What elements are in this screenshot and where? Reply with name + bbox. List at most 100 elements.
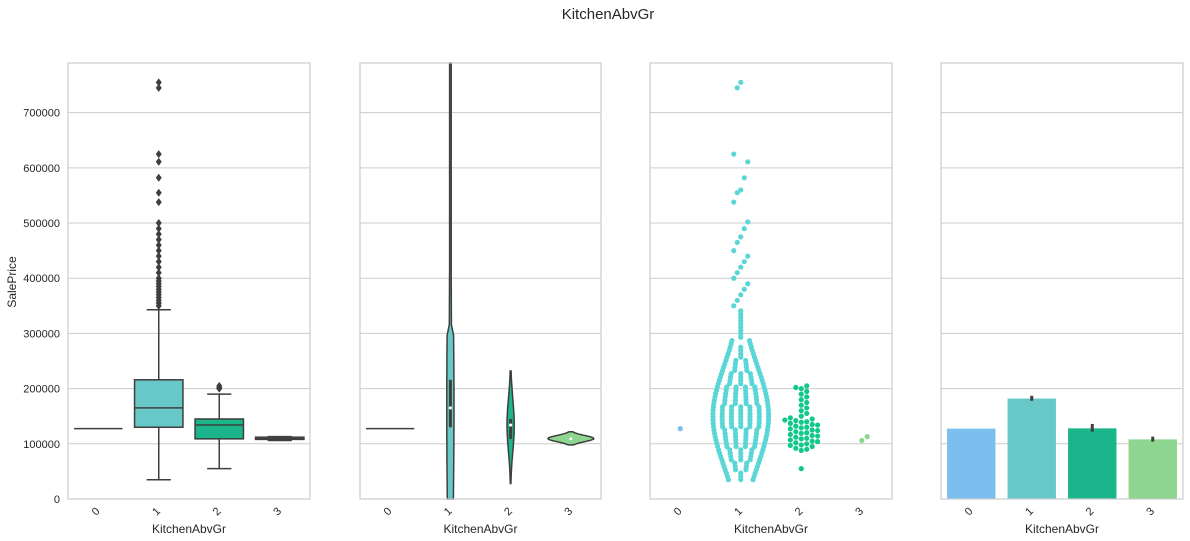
- swarm-point: [733, 384, 739, 390]
- swarm-point: [745, 281, 751, 287]
- swarm-point: [793, 418, 799, 424]
- swarm-point: [738, 404, 744, 410]
- swarm-point: [731, 303, 737, 309]
- swarm-point: [747, 371, 754, 377]
- bar-plot-panel: 0 1 2 3 KitchenAbvGr: [940, 62, 1184, 536]
- outlier-point: [155, 230, 162, 239]
- swarm-point: [793, 429, 799, 435]
- swarm-point: [798, 408, 804, 414]
- outlier-point: [216, 381, 223, 390]
- swarm-point: [804, 419, 810, 425]
- swarm-point: [815, 439, 821, 445]
- swarm-point: [804, 430, 810, 436]
- swarm-point: [798, 442, 804, 448]
- outlier-point: [155, 268, 162, 277]
- outlier-point: [155, 188, 162, 197]
- bar: [1128, 439, 1177, 499]
- swarm-plot-panel: 0 1 2 3 KitchenAbvGr: [649, 62, 893, 536]
- y-tick-label: 100000: [23, 439, 60, 451]
- swarm-point: [798, 391, 804, 397]
- y-tick-label: 200000: [23, 384, 60, 396]
- violin-median: [569, 436, 573, 441]
- axes-frame: [67, 62, 311, 500]
- y-axis-label: SalePrice: [5, 256, 19, 308]
- swarm-point: [729, 338, 735, 344]
- violin-median: [448, 406, 452, 410]
- swarm-point: [738, 187, 744, 193]
- violin-plot-panel: 0 1 2 3 KitchenAbvGr: [359, 62, 602, 536]
- swarm-point: [798, 397, 804, 403]
- x-tick-label: 1: [442, 505, 455, 518]
- swarm-point: [787, 437, 793, 443]
- x-tick-label: 0: [382, 505, 395, 518]
- swarm-point: [738, 470, 744, 476]
- bar: [947, 428, 996, 499]
- swarm-point: [798, 413, 804, 419]
- x-axis-label: KitchenAbvGr: [443, 522, 517, 536]
- swarm-point: [804, 388, 810, 394]
- x-tick-label: 1: [150, 505, 163, 518]
- swarm-point: [743, 357, 749, 364]
- swarm-point: [798, 425, 804, 431]
- swarm-point: [815, 422, 821, 428]
- swarm-point: [741, 225, 747, 232]
- swarm-point: [859, 437, 865, 444]
- swarm-point: [798, 430, 804, 436]
- swarm-point: [798, 419, 804, 425]
- swarm-point: [809, 416, 815, 422]
- swarm-point: [734, 270, 740, 276]
- swarm-point: [745, 253, 751, 259]
- swarm-point: [728, 371, 734, 377]
- swarm-point: [793, 423, 799, 429]
- swarm-point: [738, 264, 744, 270]
- x-tick-label: 1: [1023, 505, 1036, 518]
- x-tick-label: 1: [732, 505, 745, 518]
- figure-title: KitchenAbvGr: [562, 6, 655, 23]
- swarm-point: [738, 447, 744, 453]
- x-tick-label: 0: [90, 505, 103, 518]
- outlier-point: [155, 157, 162, 166]
- y-tick-label: 300000: [23, 328, 60, 340]
- x-tick-label: 0: [672, 505, 685, 518]
- swarm-point: [793, 445, 799, 451]
- swarm-point: [782, 417, 788, 423]
- x-tick-label: 3: [1144, 505, 1157, 518]
- swarm-point: [742, 384, 749, 390]
- swarm-point: [738, 234, 744, 240]
- outlier-point: [155, 252, 162, 261]
- swarm-point: [809, 427, 815, 433]
- x-tick-label: 2: [211, 505, 224, 518]
- swarm-point: [793, 434, 799, 440]
- x-axis-label: KitchenAbvGr: [152, 522, 226, 536]
- swarm-point: [731, 248, 737, 254]
- axes-frame: [359, 62, 602, 500]
- y-tick-label: 400000: [23, 273, 60, 285]
- swarm-point: [787, 442, 793, 449]
- y-tick-label: 600000: [23, 163, 60, 175]
- swarm-point: [809, 438, 815, 444]
- outlier-point: [155, 150, 162, 159]
- outlier-point: [155, 173, 162, 182]
- swarm-point: [734, 297, 740, 303]
- swarm-point: [731, 199, 737, 205]
- swarm-point: [734, 239, 740, 245]
- swarm-point: [787, 420, 793, 426]
- swarm-point: [804, 383, 810, 389]
- box: [133, 379, 184, 429]
- swarm-point: [809, 432, 815, 439]
- swarm-point: [732, 460, 738, 466]
- x-axis-label: KitchenAbvGr: [734, 522, 808, 536]
- axes-frame: [940, 62, 1184, 500]
- swarm-point: [804, 394, 810, 400]
- y-tick-label: 0: [54, 494, 60, 506]
- outlier-point: [155, 219, 162, 228]
- swarm-point: [809, 421, 815, 428]
- x-tick-label: 3: [853, 505, 866, 518]
- bar: [1007, 398, 1056, 499]
- swarm-point: [787, 426, 793, 432]
- swarm-point: [731, 275, 737, 281]
- axes-frame: [649, 62, 893, 500]
- outlier-point: [155, 257, 162, 266]
- outlier-point: [155, 241, 162, 250]
